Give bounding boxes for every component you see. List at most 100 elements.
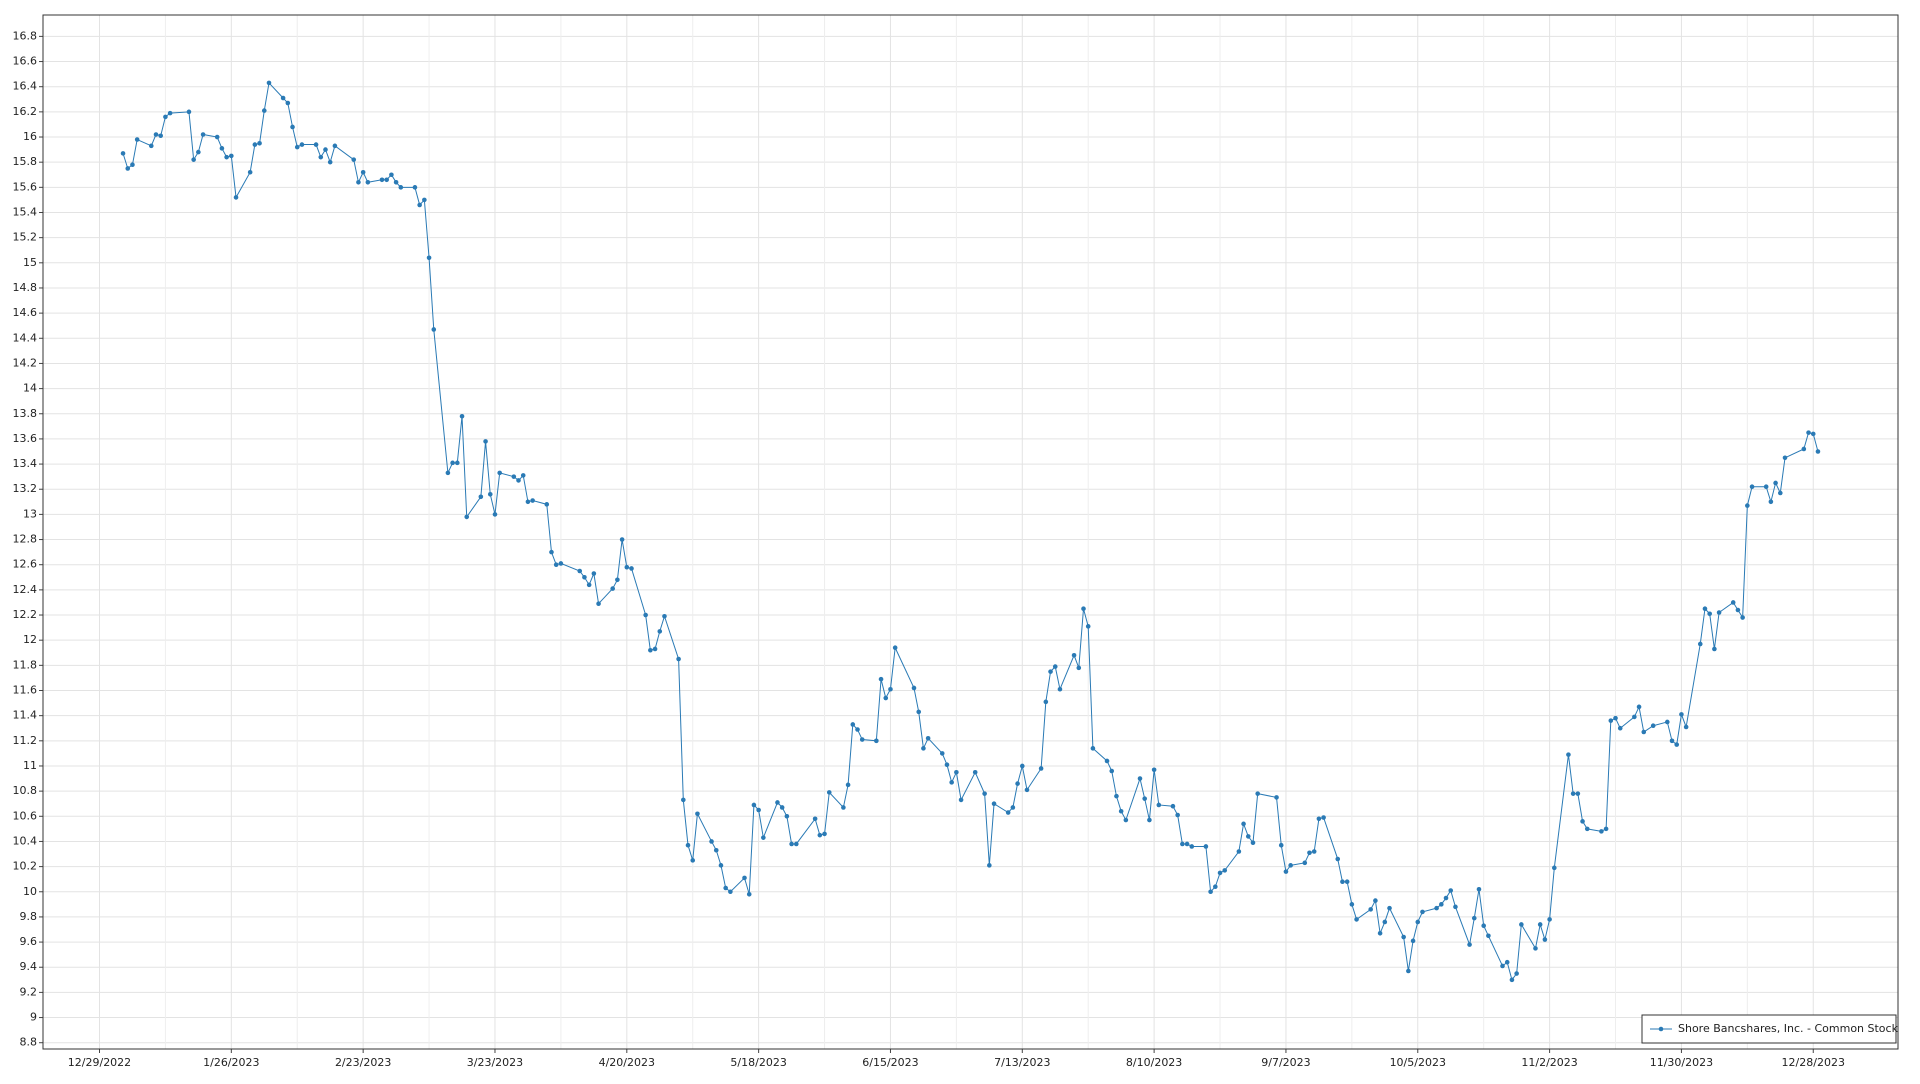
- data-point: [610, 586, 615, 591]
- data-point: [1542, 937, 1548, 942]
- data-point: [445, 470, 451, 476]
- data-point: [1081, 606, 1086, 612]
- data-point: [718, 863, 724, 868]
- data-point: [1716, 610, 1722, 615]
- data-point: [257, 141, 262, 146]
- data-point: [1745, 503, 1750, 508]
- data-point: [1274, 795, 1279, 800]
- x-tick-label: 12/29/2022: [68, 1056, 131, 1069]
- data-point: [1679, 712, 1684, 717]
- data-point: [290, 124, 295, 130]
- data-point: [120, 151, 126, 156]
- x-tick-label: 1/26/2023: [203, 1056, 259, 1069]
- data-point: [1434, 905, 1439, 911]
- data-point: [676, 656, 681, 662]
- data-point: [1443, 895, 1449, 901]
- data-point: [1632, 714, 1637, 720]
- data-point: [1109, 768, 1115, 774]
- data-point: [158, 133, 164, 139]
- data-point: [398, 185, 404, 190]
- data-point: [841, 805, 846, 810]
- data-point: [431, 327, 437, 332]
- data-point: [822, 831, 827, 837]
- data-point: [1514, 971, 1519, 976]
- data-point: [723, 885, 728, 891]
- data-point: [323, 147, 328, 152]
- x-tick-label: 8/10/2023: [1126, 1056, 1182, 1069]
- y-tick-label: 13.8: [13, 407, 38, 420]
- y-tick-label: 10.6: [13, 809, 38, 822]
- data-point: [1665, 719, 1670, 725]
- data-point: [1533, 946, 1538, 951]
- data-point: [1537, 922, 1543, 927]
- legend-label: Shore Bancshares, Inc. - Common Stock: [1678, 1022, 1899, 1035]
- data-point: [1777, 490, 1783, 496]
- data-point: [1674, 742, 1680, 747]
- data-point: [1180, 841, 1185, 847]
- data-point: [1104, 758, 1110, 764]
- data-point: [1250, 840, 1256, 846]
- y-tick-label: 13.6: [13, 432, 38, 445]
- data-point: [1415, 919, 1421, 925]
- data-point: [1566, 752, 1571, 757]
- data-point: [925, 735, 931, 741]
- data-point: [280, 95, 286, 101]
- y-tick-label: 9: [30, 1011, 37, 1024]
- data-point: [619, 537, 625, 542]
- data-point: [1471, 915, 1477, 921]
- data-point: [313, 142, 319, 147]
- data-point: [1500, 963, 1505, 969]
- data-point: [1773, 480, 1778, 486]
- y-tick-label: 12.4: [13, 583, 38, 596]
- data-point: [1184, 841, 1190, 847]
- data-point: [153, 132, 159, 137]
- data-point: [742, 875, 747, 881]
- data-point: [761, 835, 766, 840]
- data-point: [1213, 884, 1218, 890]
- data-point: [756, 807, 761, 813]
- data-point: [511, 474, 517, 479]
- data-point: [1236, 849, 1242, 854]
- data-point: [229, 153, 234, 159]
- data-point: [1509, 977, 1515, 983]
- y-tick-label: 11.8: [13, 658, 38, 671]
- data-point: [1217, 870, 1223, 876]
- data-point: [261, 108, 267, 113]
- y-tick-label: 15.4: [13, 205, 38, 218]
- data-point: [662, 613, 667, 619]
- data-point: [1768, 499, 1774, 505]
- data-point: [148, 143, 154, 149]
- data-point: [1406, 968, 1411, 974]
- data-point: [1504, 959, 1510, 965]
- data-point: [944, 762, 950, 768]
- data-point: [360, 169, 366, 175]
- data-point: [553, 562, 559, 568]
- data-point: [1052, 664, 1058, 669]
- data-point: [365, 180, 371, 185]
- data-point: [1147, 817, 1152, 823]
- data-point: [1085, 624, 1091, 629]
- data-point: [648, 647, 653, 653]
- data-point: [130, 162, 135, 167]
- data-point: [125, 166, 131, 171]
- data-point: [690, 858, 696, 863]
- data-point: [850, 722, 856, 727]
- data-point: [1373, 898, 1378, 903]
- data-point: [426, 255, 432, 261]
- data-point: [1377, 930, 1383, 936]
- data-point: [285, 100, 291, 106]
- y-tick-label: 14: [23, 382, 37, 395]
- data-point: [412, 185, 418, 190]
- data-point: [1410, 938, 1416, 944]
- y-tick-label: 9.2: [20, 985, 38, 998]
- data-point: [1608, 718, 1614, 723]
- data-point: [1749, 484, 1755, 490]
- data-point: [384, 177, 389, 183]
- data-point: [657, 629, 663, 634]
- data-point: [883, 695, 889, 701]
- data-point: [1038, 766, 1044, 771]
- legend-marker: [1658, 1026, 1664, 1032]
- data-point: [1123, 817, 1129, 823]
- data-point: [1302, 860, 1308, 866]
- data-point: [855, 727, 860, 732]
